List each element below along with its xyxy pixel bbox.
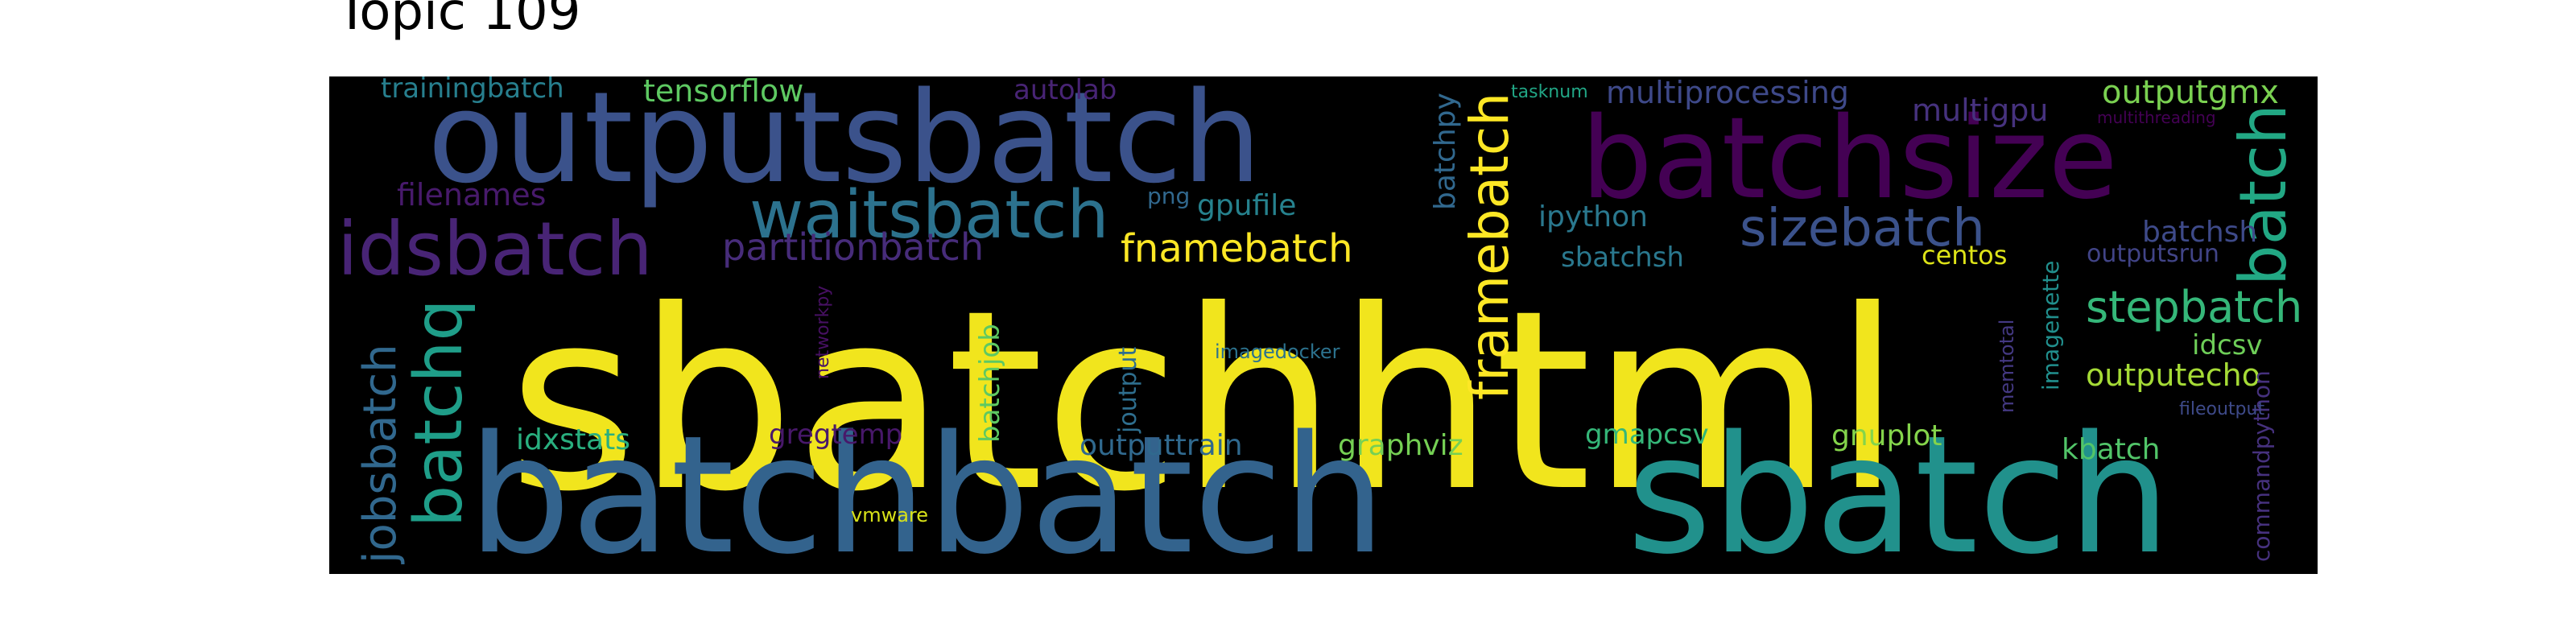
word-framebatch: framebatch xyxy=(1459,93,1521,400)
word-ipython: ipython xyxy=(1538,200,1648,233)
word-gpufile: gpufile xyxy=(1197,189,1296,222)
word-partitionbatch: partitionbatch xyxy=(722,225,984,269)
word-fileoutput: fileoutput xyxy=(2179,399,2264,419)
word-batchbatch: batchbatch xyxy=(468,400,1386,574)
word-sbatchhtml: sbatchhtml xyxy=(508,257,1902,546)
word-commandpython: commandpython xyxy=(2248,370,2275,562)
word-joutput: joutput xyxy=(1114,346,1142,434)
word-gregtemp: gregtemp xyxy=(769,419,902,451)
word-idxstats: idxstats xyxy=(516,423,630,456)
word-imagedocker: imagedocker xyxy=(1215,341,1340,363)
word-cloud: sbatchhtml batchbatch sbatch outputsbatch ba… xyxy=(329,76,2318,574)
word-gnuplot: gnuplot xyxy=(1831,419,1942,452)
word-sizebatch: sizebatch xyxy=(1740,199,1985,258)
word-outputsbatch: outputsbatch xyxy=(427,76,1261,211)
word-sbatch: sbatch xyxy=(1627,400,2171,574)
word-multiprocessing: multiprocessing xyxy=(1606,76,1849,110)
word-outputecho: outputecho xyxy=(2086,357,2260,393)
word-multigpu: multigpu xyxy=(1912,93,2048,128)
word-batchsh: batchsh xyxy=(2142,216,2257,249)
word-kbatch: kbatch xyxy=(2062,433,2160,466)
word-filenames: filenames xyxy=(397,177,546,213)
word-waitsbatch: waitsbatch xyxy=(749,177,1108,254)
word-multithreading: multithreading xyxy=(2097,108,2216,127)
word-imagenette: imagenette xyxy=(2037,261,2064,390)
word-vmware: vmware xyxy=(851,504,928,526)
word-idcsv: idcsv xyxy=(2192,329,2263,361)
word-fnamebatch: fnamebatch xyxy=(1121,226,1353,271)
word-tensorflow: tensorflow xyxy=(643,76,803,109)
word-idsbatch: idsbatch xyxy=(337,206,653,292)
word-batchsize: batchsize xyxy=(1581,93,2118,225)
word-outputtrain: outputtrain xyxy=(1080,429,1243,462)
word-outputgmx: outputgmx xyxy=(2102,76,2279,111)
word-networkpy: networkpy xyxy=(813,286,833,379)
word-sbatchsh: sbatchsh xyxy=(1561,242,1684,274)
word-memtotal: memtotal xyxy=(1996,320,2018,413)
word-graphviz: graphviz xyxy=(1338,429,1463,462)
word-batch: batch xyxy=(2226,104,2301,286)
word-jobsbatch: jobsbatch xyxy=(354,344,407,565)
word-stepbatch: stepbatch xyxy=(2086,282,2302,332)
word-tasknum: tasknum xyxy=(1511,82,1588,102)
word-gmapcsv: gmapcsv xyxy=(1585,419,1709,451)
chart-title: Topic 109 xyxy=(336,0,581,42)
word-centos: centos xyxy=(1922,240,2007,270)
word-outputsrun: outputsrun xyxy=(2087,240,2219,268)
word-batchjob: batchjob xyxy=(974,324,1006,443)
word-batchpy: batchpy xyxy=(1429,93,1462,210)
word-png: png xyxy=(1147,183,1190,209)
word-autolab: autolab xyxy=(1013,76,1117,106)
word-trainingbatch: trainingbatch xyxy=(381,76,564,105)
word-batchq: batchq xyxy=(401,299,477,527)
